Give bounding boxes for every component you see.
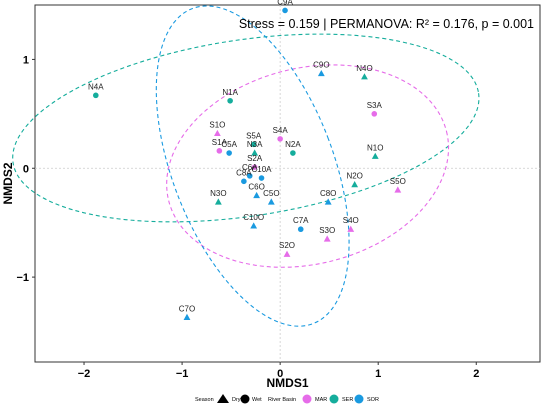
point-label-c10o: C10O xyxy=(243,213,264,222)
point-n2o xyxy=(351,180,359,188)
tick-layer: −2 −1 0 1 2 −1 0 1 xyxy=(16,54,479,380)
point-s5a xyxy=(250,141,257,148)
point-label-c7a: C7A xyxy=(293,216,309,225)
y-tick-label: 1 xyxy=(23,54,29,66)
y-tick-label: 0 xyxy=(23,163,29,175)
point-label-n4o: N4O xyxy=(356,64,372,73)
point-layer xyxy=(92,7,402,320)
point-n4o xyxy=(361,73,368,80)
point-label-n1o: N1O xyxy=(367,143,383,152)
legend-wet-label: Wet xyxy=(252,397,262,403)
point-label-c9o: C9O xyxy=(313,61,329,70)
point-label-n3a: N3A xyxy=(247,140,263,149)
point-c9a xyxy=(282,7,288,14)
point-c8a xyxy=(241,178,247,185)
mar-swatch-icon xyxy=(302,394,312,404)
point-label-s1a: S1A xyxy=(212,138,228,147)
point-label-s3o: S3O xyxy=(319,226,335,235)
confidence-ellipse-mar xyxy=(166,64,450,268)
point-label-s2a: S2A xyxy=(247,154,263,163)
point-label-n4a: N4A xyxy=(88,82,104,91)
point-label-n2o: N2O xyxy=(346,172,362,181)
point-c7o xyxy=(183,313,191,320)
point-n2a xyxy=(290,150,296,156)
point-s4o xyxy=(347,225,355,232)
point-c10a xyxy=(258,175,265,181)
point-c6o xyxy=(253,191,261,199)
legend-season-title: Season xyxy=(195,397,214,403)
plot-panel xyxy=(34,4,541,363)
point-label-s4a: S4A xyxy=(273,126,289,135)
point-label-c7o: C7O xyxy=(179,304,195,313)
point-label-s2o: S2O xyxy=(279,241,295,250)
point-c8o xyxy=(324,198,332,205)
point-s4a xyxy=(277,136,283,142)
point-s3o xyxy=(323,235,331,242)
confidence-ellipse-sor xyxy=(155,5,350,327)
point-label-c8o: C8O xyxy=(320,189,336,198)
point-n3a xyxy=(251,149,259,156)
x-tick-label: −2 xyxy=(78,368,91,380)
point-label-c5a: C5A xyxy=(221,140,237,149)
point-n1o xyxy=(371,152,379,159)
point-c7a xyxy=(297,226,304,233)
ellipse-layer xyxy=(12,5,480,327)
y-axis-title: NMDS2 xyxy=(1,162,15,204)
point-n4a xyxy=(92,92,99,99)
y-tick-label: −1 xyxy=(16,272,29,284)
legend-basin-title: River Basin xyxy=(268,397,296,403)
point-label-c5o: C5O xyxy=(263,189,279,198)
point-n3o xyxy=(214,198,222,205)
x-axis-title: NMDS1 xyxy=(266,376,308,390)
legend-mar-label: MAR xyxy=(315,397,327,403)
point-label-s1o: S1O xyxy=(209,120,225,129)
point-s2o xyxy=(283,250,291,257)
legend-sor-label: SOR xyxy=(367,397,379,403)
point-s2a xyxy=(251,164,258,170)
sor-swatch-icon xyxy=(354,394,364,404)
point-c9o xyxy=(317,69,325,77)
point-label-c6a: C6A xyxy=(242,163,258,172)
point-label-c10a: C10A xyxy=(252,165,273,174)
point-label-n3o: N3O xyxy=(210,189,226,198)
point-label-c6o: C6O xyxy=(248,182,264,191)
point-label-s3a: S3A xyxy=(367,101,383,110)
x-tick-label: 0 xyxy=(277,368,283,380)
point-c5a xyxy=(226,150,232,156)
point-label-c9a: C9A xyxy=(277,0,293,6)
point-label-n2a: N2A xyxy=(285,140,301,149)
x-tick-label: −1 xyxy=(176,368,189,380)
point-c5o xyxy=(267,198,275,205)
confidence-ellipse-ser xyxy=(12,33,480,223)
point-label-n1a: N1A xyxy=(222,88,238,97)
point-label-c8a: C8A xyxy=(236,168,252,177)
ser-swatch-icon xyxy=(329,394,339,404)
legend: Season Dry Wet River Basin MAR SER SOR xyxy=(195,394,379,404)
point-n1a xyxy=(227,97,233,104)
point-label-s4o: S4O xyxy=(343,216,359,225)
point-s1a xyxy=(216,148,223,154)
point-s5o xyxy=(394,186,402,193)
point-s3a xyxy=(371,111,378,117)
point-c6a xyxy=(246,173,253,179)
triangle-icon xyxy=(217,394,229,403)
point-s1o xyxy=(213,129,221,137)
circle-icon xyxy=(240,394,250,404)
x-tick-label: 1 xyxy=(375,368,381,380)
legend-ser-label: SER xyxy=(342,397,353,403)
legend-dry-label: Dry xyxy=(232,397,241,403)
point-label-s5o: S5O xyxy=(390,177,406,186)
point-label-s5a: S5A xyxy=(246,131,262,140)
point-c10o xyxy=(250,222,258,229)
stress-permanova-annotation: Stress = 0.159 | PERMANOVA: R² = 0.176, … xyxy=(239,17,534,31)
x-tick-label: 2 xyxy=(473,368,479,380)
